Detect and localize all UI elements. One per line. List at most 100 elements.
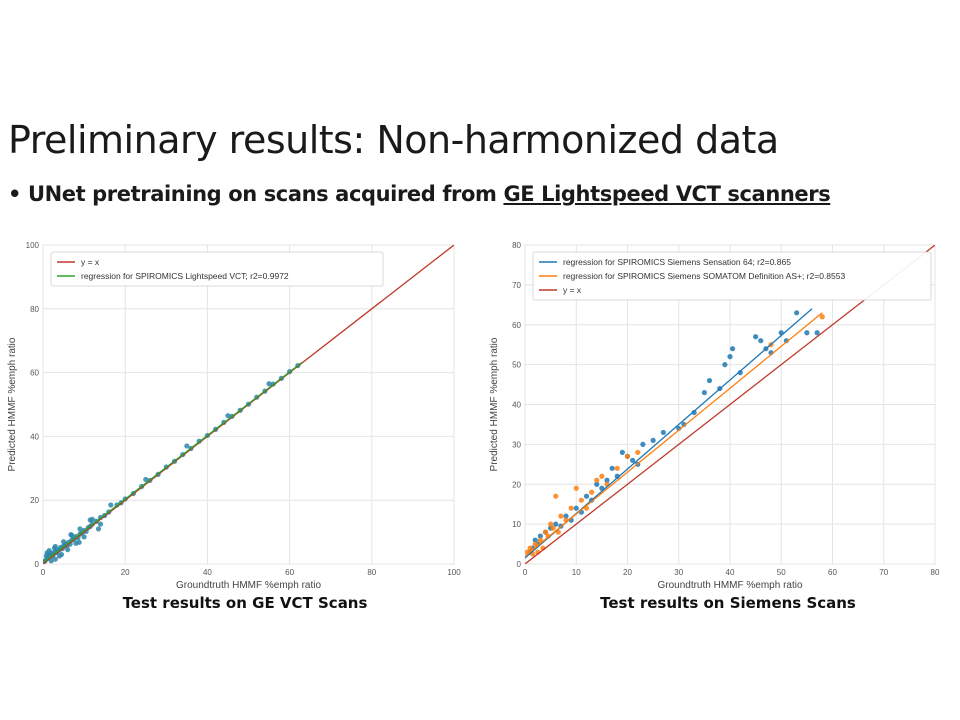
right-data-point-series-0 xyxy=(691,409,697,416)
right-data-point-series-0 xyxy=(737,370,743,376)
right-x-tick-label: 50 xyxy=(777,568,786,577)
left-data-point xyxy=(95,526,102,532)
left-legend-label: regression for SPIROMICS Lightspeed VCT;… xyxy=(81,271,289,281)
right-data-point-series-1 xyxy=(635,449,641,455)
left-chart: 0 20 40 60 80 100 0 20 40 60 80 100 Groundtruth HMMF… xyxy=(7,241,461,591)
left-x-tick-label: 60 xyxy=(285,568,294,577)
right-data-point-series-1 xyxy=(550,525,556,531)
right-data-point-series-1 xyxy=(599,473,605,479)
left-data-point xyxy=(97,521,104,527)
right-data-point-series-0 xyxy=(594,481,600,487)
left-x-tick-label: 0 xyxy=(41,568,46,577)
bullet-text: UNet pretraining on scans acquired from xyxy=(27,182,497,206)
right-y-tick-label: 40 xyxy=(512,401,521,410)
left-data-point xyxy=(52,556,58,562)
left-data-point xyxy=(266,381,272,387)
right-data-point-series-1 xyxy=(589,489,595,495)
right-data-point-series-0 xyxy=(783,338,789,344)
right-x-tick-label: 40 xyxy=(726,568,735,577)
left-data-point xyxy=(143,476,149,483)
right-x-tick-label: 10 xyxy=(572,568,581,577)
left-y-tick-label: 20 xyxy=(30,496,39,505)
right-data-point-series-0 xyxy=(573,505,579,511)
left-data-point xyxy=(77,526,83,532)
right-data-point-series-1 xyxy=(542,529,549,535)
right-data-point-series-0 xyxy=(753,334,759,340)
right-data-point-series-0 xyxy=(553,521,559,527)
left-data-point xyxy=(76,539,82,545)
left-data-point xyxy=(60,539,67,545)
bullet-underlined-text: GE Lightspeed VCT scanners xyxy=(503,182,831,206)
right-x-tick-label: 60 xyxy=(828,568,837,577)
right-data-point-series-0 xyxy=(537,533,543,539)
right-y-tick-label: 70 xyxy=(512,281,521,290)
caption-right: Test results on Siemens Scans xyxy=(600,594,856,612)
right-legend-label: y = x xyxy=(563,285,582,295)
right-data-point-series-1 xyxy=(594,477,600,483)
right-data-point-series-1 xyxy=(573,485,579,491)
right-data-point-series-0 xyxy=(640,441,646,447)
left-data-point xyxy=(51,545,58,551)
left-y-tick-label: 60 xyxy=(30,369,39,378)
right-x-tick-label: 70 xyxy=(879,568,888,577)
left-x-axis-label: Groundtruth HMMF %emph ratio xyxy=(176,580,321,591)
right-x-axis-label: Groundtruth HMMF %emph ratio xyxy=(657,580,802,591)
right-data-point-series-1 xyxy=(819,314,825,320)
right-data-point-series-0 xyxy=(706,377,713,384)
right-y-tick-label: 10 xyxy=(512,520,521,529)
left-data-point xyxy=(68,532,74,538)
right-data-point-series-0 xyxy=(630,457,636,463)
right-data-point-series-0 xyxy=(794,310,800,316)
left-y-axis-label: Predicted HMMF %emph ratio xyxy=(7,337,18,471)
right-data-point-series-0 xyxy=(563,513,569,519)
left-x-tick-label: 80 xyxy=(367,568,376,577)
left-data-point xyxy=(225,413,231,419)
left-y-tick-label: 0 xyxy=(35,560,40,569)
right-data-point-series-0 xyxy=(722,362,728,368)
left-data-point xyxy=(58,551,65,558)
left-data-group xyxy=(43,245,454,564)
left-data-point xyxy=(87,517,93,523)
right-data-point-series-1 xyxy=(527,545,533,551)
right-data-point-series-0 xyxy=(701,389,707,396)
right-data-point-series-0 xyxy=(814,330,820,336)
right-data-point-series-1 xyxy=(548,521,554,527)
right-legend-label: regression for SPIROMICS Siemens SOMATOM… xyxy=(563,271,845,281)
left-data-point xyxy=(108,502,114,508)
right-data-point-series-0 xyxy=(729,346,736,352)
right-data-group xyxy=(525,245,935,564)
right-line-1 xyxy=(525,312,823,557)
left-data-point xyxy=(46,548,52,554)
right-legend-label: regression for SPIROMICS Siemens Sensati… xyxy=(563,257,791,267)
left-data-point xyxy=(48,558,54,564)
right-data-point-series-1 xyxy=(624,453,631,459)
left-data-point xyxy=(81,534,87,540)
right-y-tick-label: 50 xyxy=(512,361,521,370)
right-y-tick-label: 60 xyxy=(512,321,521,330)
right-y-tick-label: 20 xyxy=(512,480,521,489)
right-data-point-series-1 xyxy=(614,465,620,471)
caption-left: Test results on GE VCT Scans xyxy=(122,594,368,612)
right-data-point-series-0 xyxy=(727,354,733,360)
right-data-point-series-1 xyxy=(553,493,559,499)
left-x-tick-label: 20 xyxy=(121,568,130,577)
right-y-tick-label: 0 xyxy=(517,560,522,569)
right-data-point-series-0 xyxy=(604,477,610,483)
right-data-point-series-0 xyxy=(583,493,590,499)
right-data-point-series-0 xyxy=(609,465,615,471)
right-data-point-series-0 xyxy=(650,437,656,443)
left-y-tick-label: 40 xyxy=(30,432,39,441)
right-data-point-series-1 xyxy=(532,541,538,547)
bullet-mark: • xyxy=(8,182,22,206)
right-x-tick-label: 80 xyxy=(931,568,940,577)
right-data-point-series-1 xyxy=(537,537,543,543)
right-x-tick-label: 20 xyxy=(623,568,632,577)
bullet-item: • UNet pretraining on scans acquired fro… xyxy=(8,182,831,206)
right-data-point-series-1 xyxy=(558,513,564,519)
right-y-axis-label: Predicted HMMF %emph ratio xyxy=(489,337,500,471)
right-data-point-series-0 xyxy=(758,338,764,344)
left-legend-box xyxy=(50,251,384,287)
right-chart: 0 10 20 30 40 50 60 70 80 0 10 20 30 40 50 60 70 80 Ground… xyxy=(489,241,940,591)
left-y-tick-label: 80 xyxy=(30,305,39,314)
